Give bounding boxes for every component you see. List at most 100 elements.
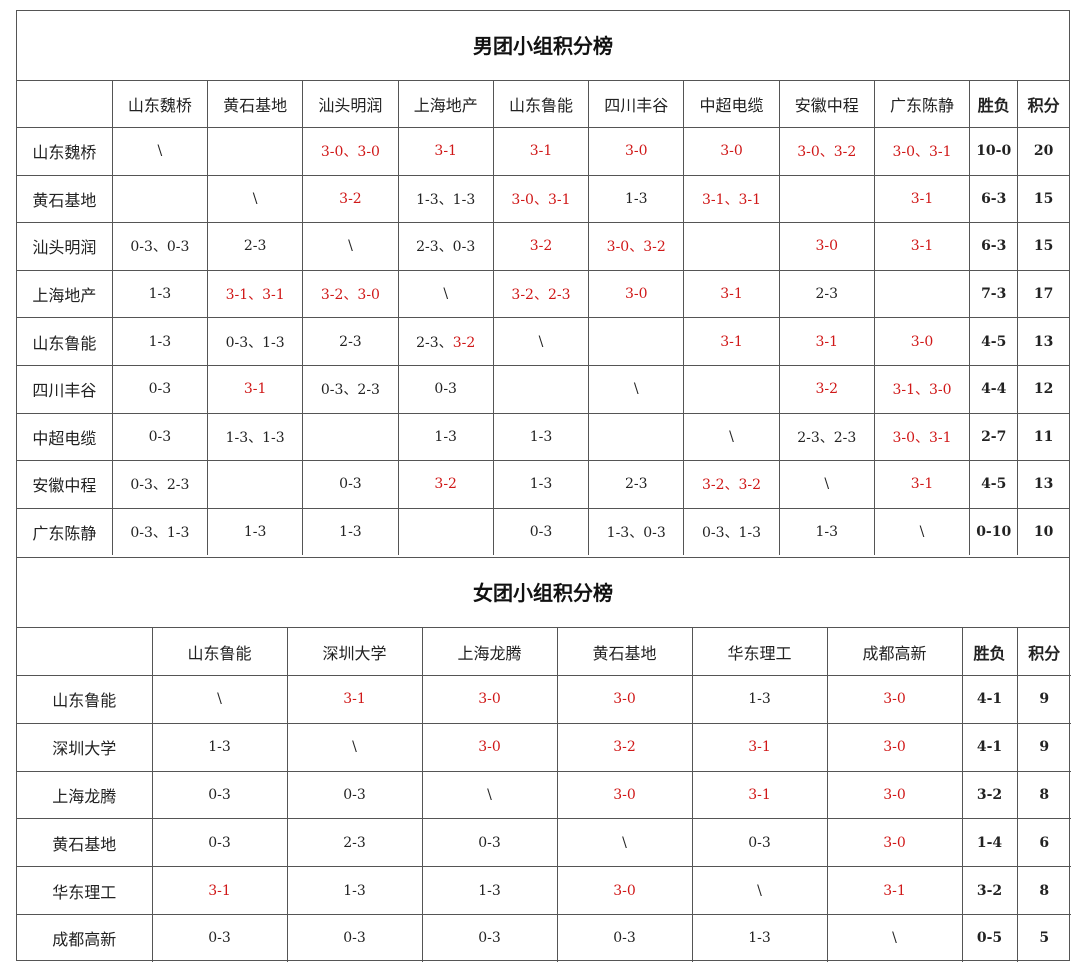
score-text: 3-0 [883, 834, 906, 851]
score-cell: 0-3 [422, 914, 558, 962]
score-cell: 0-3 [302, 460, 399, 509]
score-text: 3-0 [910, 333, 934, 350]
column-header: 广东陈静 [874, 81, 971, 128]
score-text: 0-3 [478, 834, 501, 851]
record-cell: 4-5 [969, 317, 1019, 366]
record-cell: 7-3 [969, 270, 1019, 319]
column-header: 山东鲁能 [152, 628, 288, 676]
self-cell: \ [683, 413, 780, 462]
score-text: 0-3 [339, 476, 362, 493]
score-text: 1-3 [748, 930, 771, 947]
header-row: 山东魏桥 黄石基地 汕头明润 上海地产 山东鲁能 四川丰谷 中超电缆 安徽中程 广东陈静 胜负 积分 [17, 81, 1069, 128]
score-text: 2-3 [343, 834, 366, 851]
score-text: 0-3、1-3 [225, 334, 285, 351]
score-text: 3-0 [883, 739, 906, 756]
score-text: 3-2 [452, 334, 476, 351]
row-team-label: 上海地产 [17, 270, 113, 319]
points-cell: 11 [1017, 413, 1069, 462]
column-header: 上海龙腾 [422, 628, 558, 676]
header-row: 山东鲁能 深圳大学 上海龙腾 黄石基地 华东理工 成都高新 胜负 积分 [17, 628, 1071, 676]
record-cell: 4-1 [962, 675, 1018, 724]
table-row: 中超电缆 0-3 1-3、1-3 1-3 1-3 \ 2-3、2-3 3-0、3-1 2-7 11 [17, 413, 1069, 462]
score-cell: 0-3、2-3 [302, 365, 399, 414]
column-header: 山东鲁能 [493, 81, 590, 128]
score-cell: 3-0 [683, 127, 780, 176]
score-text: 0-3 [529, 524, 553, 541]
score-cell: 3-2 [779, 365, 875, 414]
score-cell: 2-3、3-2 [398, 317, 494, 366]
score-cell [112, 175, 209, 224]
record-cell: 6-3 [969, 222, 1019, 271]
points-cell: 15 [1017, 222, 1069, 271]
score-cell: 3-1 [398, 127, 494, 176]
score-text: 0-3 [434, 381, 457, 398]
score-text: 1-3 [529, 476, 553, 493]
score-cell: 3-1 [683, 270, 780, 319]
men-team-section: 男团小组积分榜 山东魏桥 黄石基地 汕头明润 上海地产 山东鲁能 四川丰谷 中超电缆 安徽中程… [17, 11, 1069, 556]
score-cell: 3-0 [557, 866, 693, 915]
record-cell: 2-7 [969, 413, 1019, 462]
record-header: 胜负 [969, 81, 1019, 128]
score-cell: 2-3 [207, 222, 304, 271]
score-text: 1-3 [148, 333, 172, 350]
score-text: 1-3、0-3 [606, 525, 666, 542]
table-row: 深圳大学 1-3 \ 3-0 3-2 3-1 3-0 4-1 9 [17, 723, 1071, 772]
score-text: 3-0、3-2 [606, 239, 666, 256]
score-cell [207, 460, 304, 509]
score-cell: 3-1 [874, 222, 971, 271]
row-team-label: 成都高新 [17, 914, 153, 962]
score-cell: 1-3 [112, 317, 209, 366]
column-header: 四川丰谷 [588, 81, 685, 128]
column-header: 黄石基地 [207, 81, 304, 128]
score-text: 3-2、3-0 [320, 287, 380, 304]
self-cell: \ [207, 175, 304, 224]
score-cell: 3-0 [588, 127, 685, 176]
score-text: 3-1 [883, 882, 906, 899]
points-cell: 9 [1017, 723, 1071, 772]
score-cell: 3-1 [779, 317, 875, 366]
score-cell: 2-3 [287, 818, 423, 868]
score-text: \ [892, 930, 897, 947]
points-cell: 17 [1017, 270, 1069, 319]
score-text: 3-1、3-1 [225, 287, 285, 304]
record-header: 胜负 [962, 628, 1018, 676]
score-cell: 3-0 [557, 675, 693, 724]
column-header: 深圳大学 [287, 628, 423, 676]
score-text: \ [348, 238, 353, 255]
score-cell [302, 413, 399, 462]
points-cell: 6 [1017, 818, 1071, 868]
record-cell: 4-4 [969, 365, 1019, 414]
score-cell: 1-3 [588, 175, 685, 224]
score-text: 3-0 [613, 786, 636, 803]
score-text: 3-1 [910, 190, 934, 207]
score-cell: 1-3 [422, 866, 558, 915]
table-row: 四川丰谷 0-3 3-1 0-3、2-3 0-3 \ 3-2 3-1、3-0 4-4 12 [17, 365, 1069, 414]
points-cell: 12 [1017, 365, 1069, 414]
score-text: 3-0、3-1 [892, 429, 952, 446]
score-cell [493, 365, 590, 414]
score-text: \ [352, 739, 357, 756]
score-text: 1-3 [748, 691, 771, 708]
column-header: 华东理工 [692, 628, 828, 676]
self-cell: \ [302, 222, 399, 271]
self-cell: \ [287, 723, 423, 772]
score-cell: 3-0 [588, 270, 685, 319]
score-cell: 3-1 [287, 675, 423, 724]
row-team-label: 黄石基地 [17, 818, 153, 868]
score-cell: 3-1、3-1 [207, 270, 304, 319]
table-row: 山东魏桥 \ 3-0、3-0 3-1 3-1 3-0 3-0 3-0、3-2 3-0、3-1 10… [17, 127, 1069, 176]
score-cell: 3-2 [493, 222, 590, 271]
column-header: 山东魏桥 [112, 81, 209, 128]
score-text: 3-1 [208, 882, 231, 899]
score-cell: 3-0 [422, 723, 558, 772]
score-cell: 2-3 [588, 460, 685, 509]
score-cell: 0-3、2-3 [112, 460, 209, 509]
score-text: \ [252, 190, 258, 207]
self-cell: \ [152, 675, 288, 724]
score-cell: 3-0 [827, 723, 963, 772]
points-cell: 13 [1017, 317, 1069, 366]
score-cell: 3-2、3-0 [302, 270, 399, 319]
score-cell: 0-3、1-3 [112, 508, 209, 556]
score-text: 0-3、0-3 [130, 239, 190, 256]
record-cell: 6-3 [969, 175, 1019, 224]
